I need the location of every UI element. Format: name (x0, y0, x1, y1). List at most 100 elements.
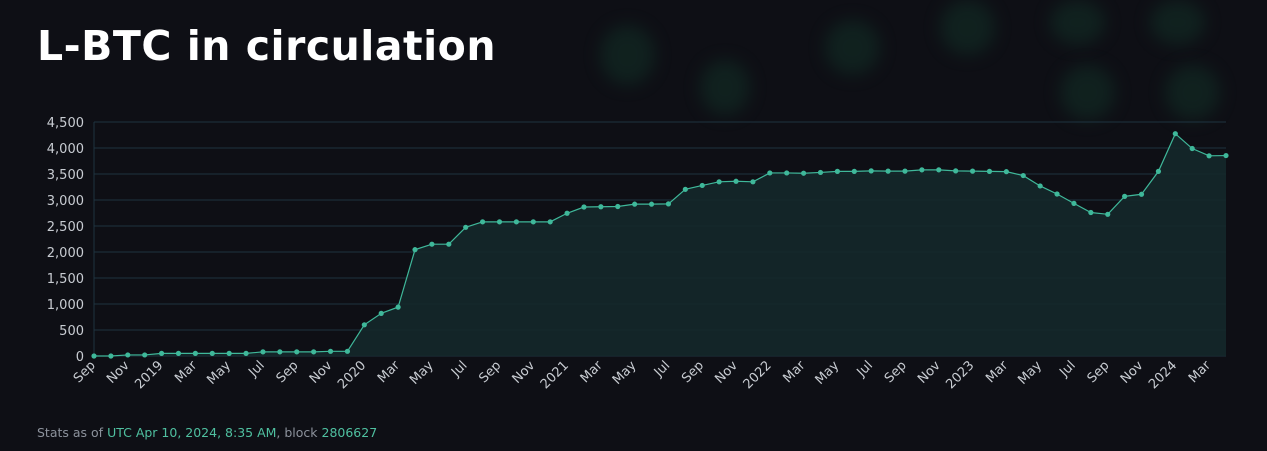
x-tick-label: Mar (375, 358, 403, 386)
x-tick-label: 2020 (335, 358, 369, 392)
x-tick-label: May (1015, 358, 1045, 388)
x-tick-label: 2021 (538, 358, 572, 392)
data-point (733, 178, 739, 184)
x-tick-label: 2019 (132, 358, 166, 392)
data-point (919, 167, 925, 173)
x-tick-label: Sep (882, 358, 910, 386)
stats-timestamp: UTC Apr 10, 2024, 8:35 AM (107, 425, 277, 440)
data-point (1054, 191, 1060, 197)
x-tick-label: Sep (1085, 358, 1113, 386)
data-point (564, 210, 570, 216)
data-point (953, 168, 959, 174)
data-point (412, 247, 418, 253)
background-blob (700, 60, 750, 115)
area-fill (94, 133, 1226, 356)
x-tick-label: Nov (104, 358, 133, 387)
y-tick-label: 1,500 (47, 272, 84, 287)
background-blob (1165, 65, 1220, 120)
data-point (513, 219, 519, 225)
x-tick-label: 2022 (741, 358, 775, 392)
data-point (479, 219, 486, 225)
data-point (615, 203, 621, 210)
data-point (158, 350, 165, 356)
data-point (125, 352, 131, 358)
y-tick-label: 2,500 (47, 220, 84, 235)
data-point (801, 170, 807, 176)
x-tick-label: Mar (578, 358, 606, 386)
y-tick-label: 4,500 (47, 116, 84, 131)
x-tick-label: May (610, 358, 640, 388)
data-point (632, 201, 638, 207)
data-point (395, 304, 401, 310)
data-point (108, 353, 114, 359)
x-tick-label: Jul (1056, 358, 1078, 380)
x-tick-label: Mar (983, 358, 1011, 386)
data-point (1037, 183, 1043, 189)
data-point (699, 182, 705, 189)
data-point (750, 179, 756, 185)
data-point (986, 168, 993, 174)
x-tick-label: Sep (274, 358, 302, 386)
data-point (598, 204, 604, 210)
x-tick-label: 2023 (943, 358, 977, 392)
x-tick-label: Jul (448, 358, 470, 380)
data-point (226, 350, 232, 356)
x-tick-label: Nov (915, 358, 944, 387)
data-point (1138, 191, 1145, 197)
data-point (530, 219, 536, 225)
x-tick-label: Nov (1118, 358, 1147, 387)
data-point (784, 170, 790, 176)
data-point (1189, 145, 1195, 152)
data-point (1071, 200, 1077, 206)
y-tick-label: 1,000 (47, 298, 84, 313)
data-point (581, 204, 587, 210)
data-point (1155, 168, 1162, 174)
data-point (851, 168, 857, 174)
data-point (294, 349, 300, 355)
x-tick-label: Nov (307, 358, 336, 387)
x-tick-label: Jul (245, 358, 267, 380)
data-point (547, 219, 553, 225)
data-point (1122, 193, 1128, 199)
data-point (175, 350, 182, 356)
data-point (311, 349, 317, 355)
data-point (969, 168, 976, 174)
y-tick-label: 3,000 (47, 194, 84, 209)
y-tick-label: 2,000 (47, 246, 84, 261)
data-point (682, 186, 688, 192)
data-point (91, 353, 97, 359)
series-line (94, 132, 1227, 357)
data-point (142, 352, 148, 358)
data-point (1088, 209, 1094, 216)
x-tick-label: Nov (712, 358, 741, 387)
data-point (834, 168, 841, 174)
data-point (209, 350, 215, 356)
footer-middle: , block (276, 425, 322, 440)
block-height-link[interactable]: 2806627 (321, 425, 378, 440)
background-blob (825, 20, 880, 75)
data-point (868, 168, 874, 174)
data-point (716, 179, 722, 185)
data-point (429, 241, 435, 247)
data-point (1172, 131, 1178, 137)
x-tick-label: Mar (780, 358, 808, 386)
data-point (648, 201, 655, 207)
data-point (192, 350, 198, 356)
x-tick-label: May (407, 358, 437, 388)
data-point (1223, 152, 1229, 159)
y-tick-label: 500 (59, 324, 84, 339)
x-tick-label: Sep (679, 358, 707, 386)
x-tick-label: May (813, 358, 843, 388)
x-tick-label: Jul (651, 358, 673, 380)
data-point (260, 349, 266, 355)
background-blob (600, 25, 655, 85)
data-point (885, 168, 891, 174)
x-tick-label: Jul (854, 358, 876, 380)
background-blob (1050, 0, 1105, 45)
x-tick-label: May (204, 358, 234, 388)
background-blob (1150, 0, 1205, 45)
x-tick-label: 2024 (1146, 358, 1180, 392)
data-point (1105, 211, 1111, 217)
footer-prefix: Stats as of (37, 425, 108, 440)
